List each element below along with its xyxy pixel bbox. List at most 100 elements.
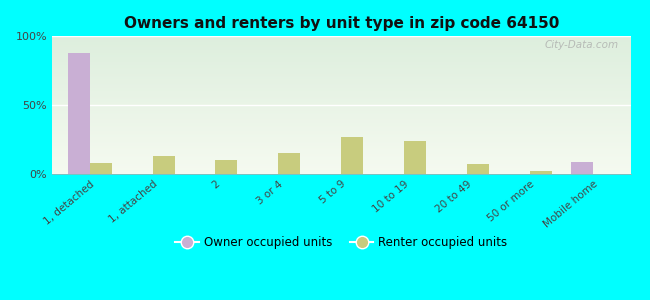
Bar (52, 162, 630, 163)
Bar (68, 52, 90, 174)
Bar (52, 143, 630, 144)
Bar (52, 64, 630, 65)
Bar (52, 152, 630, 153)
Bar (467, 164, 489, 174)
Bar (52, 76, 630, 77)
Bar (52, 59, 630, 60)
Bar (52, 123, 630, 124)
Bar (52, 132, 630, 133)
Bar (52, 119, 630, 120)
Bar (52, 73, 630, 74)
Bar (52, 114, 630, 115)
Bar (52, 42, 630, 43)
Bar (52, 82, 630, 83)
Bar (52, 166, 630, 167)
Bar (52, 62, 630, 63)
Bar (52, 78, 630, 79)
Bar (52, 92, 630, 93)
Bar (52, 173, 630, 174)
Bar (52, 93, 630, 94)
Bar (52, 65, 630, 66)
Bar (52, 83, 630, 84)
Bar (52, 117, 630, 118)
Bar (52, 48, 630, 49)
Bar (52, 94, 630, 95)
Bar (52, 131, 630, 132)
Bar (52, 160, 630, 161)
Bar (52, 97, 630, 98)
Bar (90, 163, 112, 174)
Bar (52, 167, 630, 168)
Bar (52, 145, 630, 146)
Bar (52, 81, 630, 82)
Bar (52, 95, 630, 96)
Bar (341, 137, 363, 174)
Bar (52, 68, 630, 69)
Bar (52, 121, 630, 122)
Bar (52, 86, 630, 87)
Bar (52, 109, 630, 110)
Bar (52, 112, 630, 113)
Bar (52, 55, 630, 56)
Bar (52, 146, 630, 147)
Bar (52, 128, 630, 129)
Bar (52, 61, 630, 62)
Text: City-Data.com: City-Data.com (545, 40, 619, 50)
Bar (52, 43, 630, 44)
Bar (52, 103, 630, 104)
Bar (52, 134, 630, 135)
Bar (52, 75, 630, 76)
Bar (52, 115, 630, 116)
Bar (52, 139, 630, 140)
Bar (52, 155, 630, 156)
Bar (52, 46, 630, 47)
Bar (52, 102, 630, 103)
Bar (52, 66, 630, 67)
Bar (52, 49, 630, 50)
Bar (52, 41, 630, 42)
Bar (52, 85, 630, 86)
Bar (52, 158, 630, 159)
Bar (52, 107, 630, 108)
Bar (52, 126, 630, 127)
Bar (52, 141, 630, 142)
Bar (52, 138, 630, 139)
Bar (52, 151, 630, 152)
Bar (571, 162, 593, 174)
Bar (52, 154, 630, 155)
Bar (52, 172, 630, 173)
Bar (52, 84, 630, 85)
Bar (52, 91, 630, 92)
Bar (52, 120, 630, 121)
Bar (52, 77, 630, 78)
Bar (52, 133, 630, 134)
Bar (52, 108, 630, 109)
Bar (52, 135, 630, 136)
Bar (52, 136, 630, 137)
Bar (52, 80, 630, 81)
Bar (52, 72, 630, 73)
Bar (52, 150, 630, 151)
Bar (278, 153, 300, 174)
Bar (52, 44, 630, 45)
Bar (52, 53, 630, 54)
Bar (52, 129, 630, 130)
Bar (52, 104, 630, 105)
Bar (52, 171, 630, 172)
Bar (52, 89, 630, 90)
Bar (404, 141, 426, 174)
Bar (52, 168, 630, 169)
Bar (52, 88, 630, 89)
Bar (52, 149, 630, 150)
Bar (52, 147, 630, 148)
Bar (52, 110, 630, 111)
Bar (52, 70, 630, 71)
Bar (52, 98, 630, 99)
Bar (52, 170, 630, 171)
Bar (52, 106, 630, 107)
Bar (52, 111, 630, 112)
Bar (52, 153, 630, 154)
Bar (52, 100, 630, 101)
Bar (52, 57, 630, 58)
Bar (52, 163, 630, 164)
